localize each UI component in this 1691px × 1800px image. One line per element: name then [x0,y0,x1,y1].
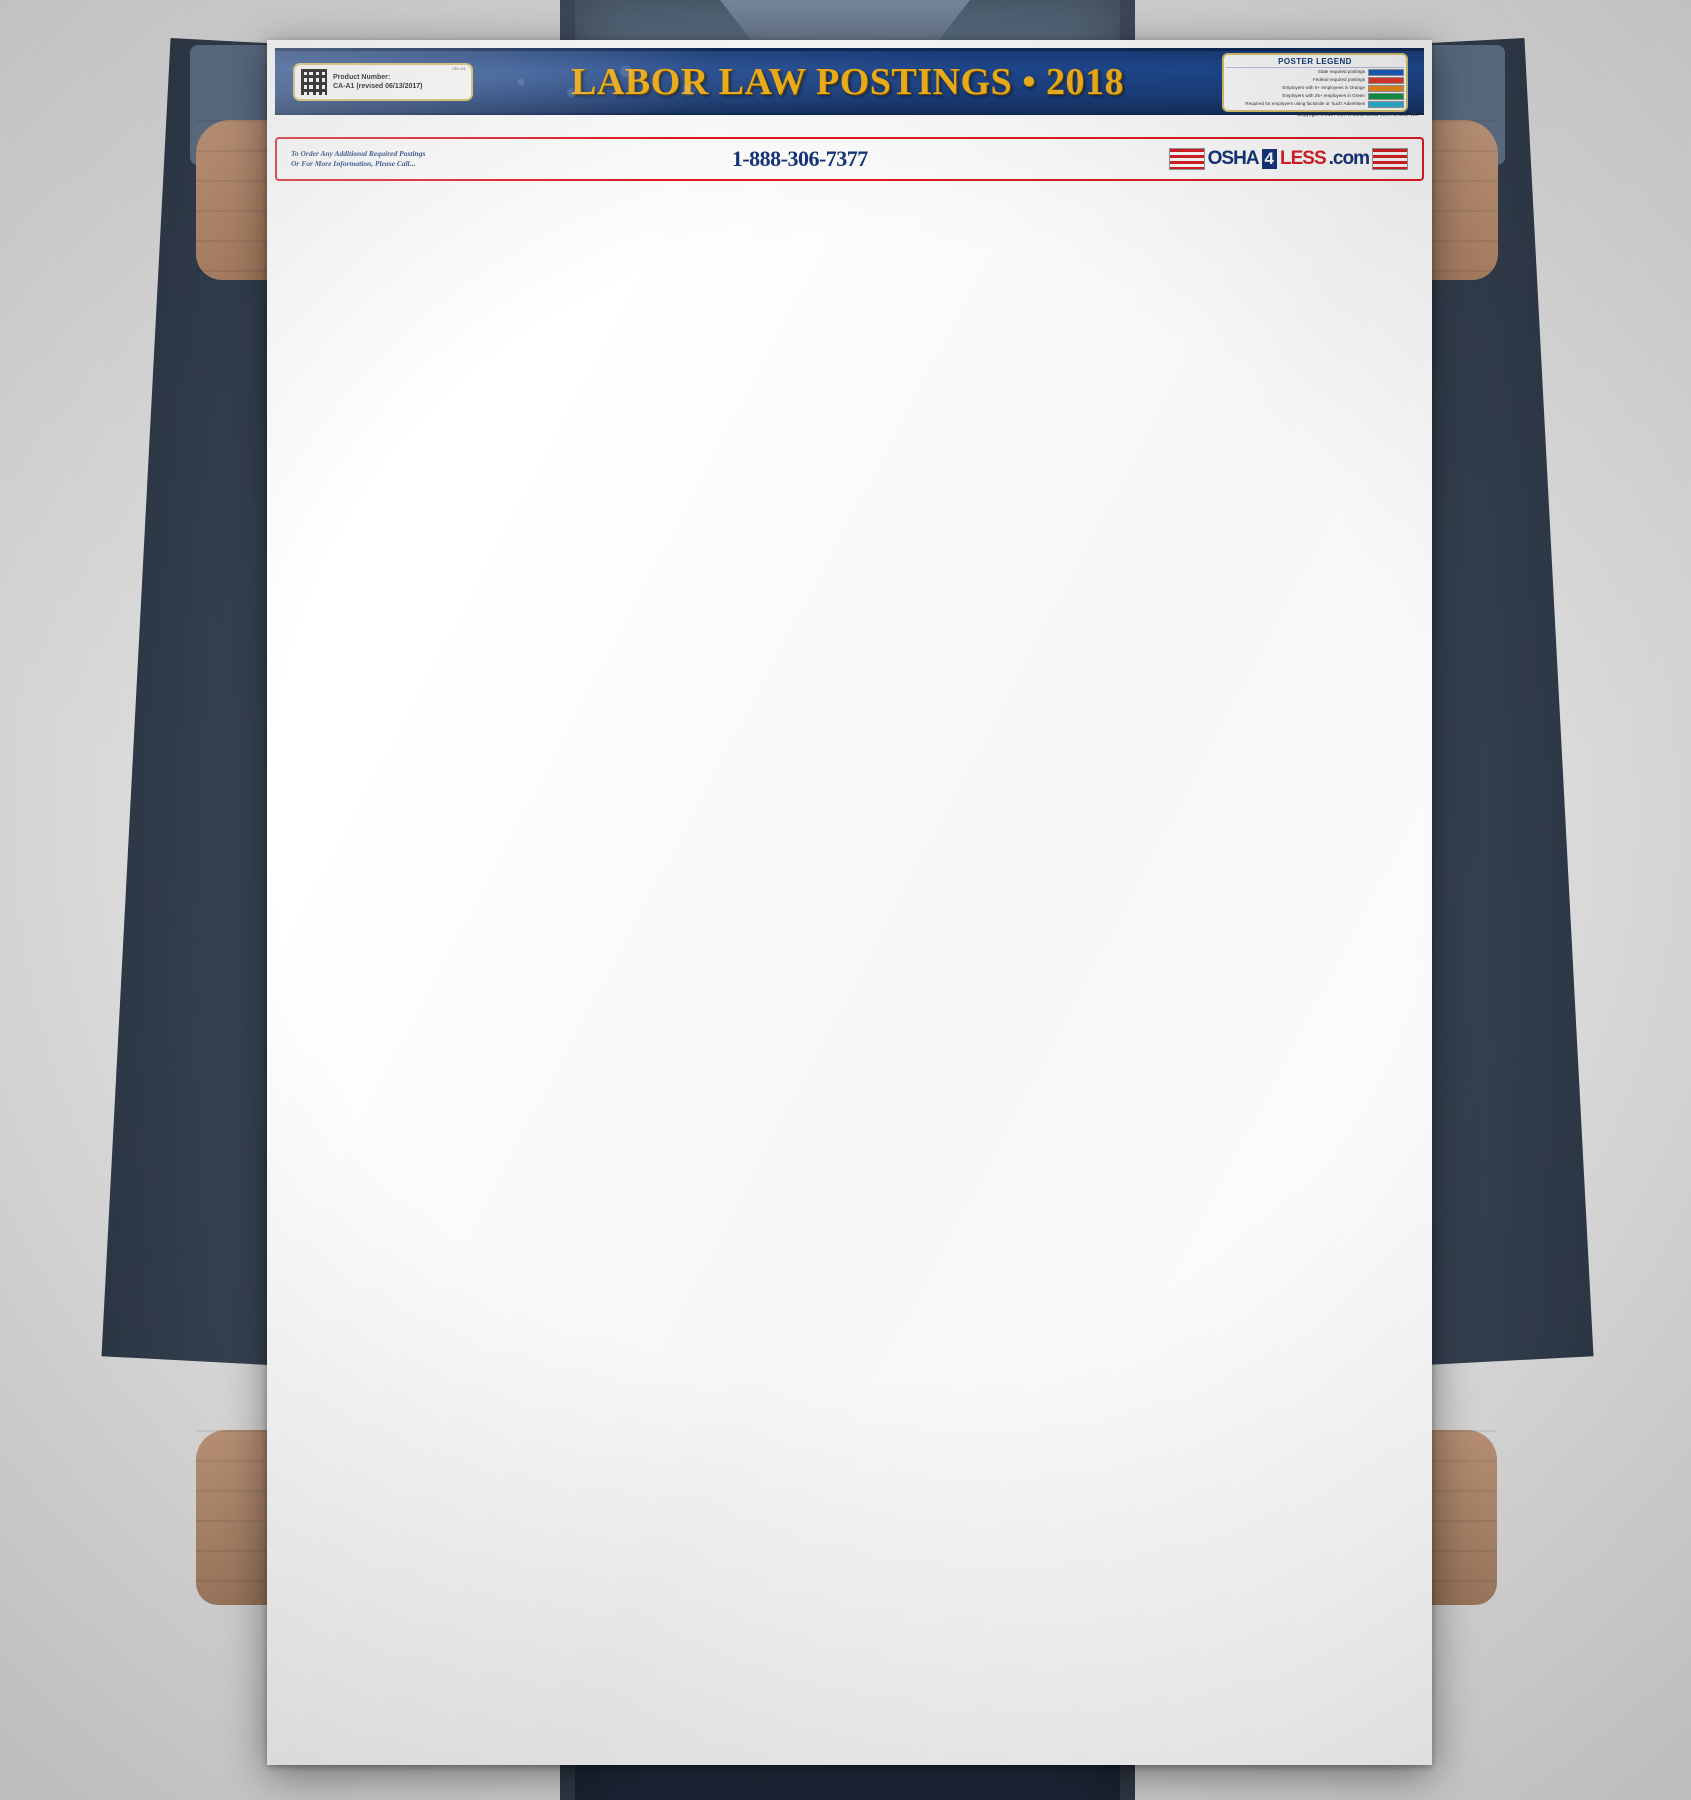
legend-swatch [1368,76,1404,84]
flag-icon-2 [1372,148,1408,170]
legend-label: Required for employers using facsimile o… [1245,101,1365,107]
osha4less-logo[interactable]: OSHA 4 LESS .com [1168,148,1408,170]
brand-osha: OSHA [1207,148,1260,169]
legend-swatch [1368,92,1404,100]
legend-row: State required postings [1226,68,1404,76]
flag-icon [1168,148,1205,170]
poster-masthead: Product Number: CA-A1 (revised 06/13/201… [275,48,1424,115]
poster-legend: POSTER LEGEND State required postings Fed… [1222,52,1408,112]
legend-title: POSTER LEGEND [1226,57,1404,68]
brand-tld: .com [1328,148,1370,169]
brand-less: LESS [1280,148,1327,169]
poster-glare [267,40,1432,1765]
legend-swatch [1368,68,1404,76]
product-number-box: Product Number: CA-A1 (revised 06/13/201… [293,63,473,101]
legend-label: Employers with 25+ employees in Green [1282,93,1365,99]
legend-row: Employers with 25+ employees in Green [1226,92,1404,100]
order-phone-number[interactable]: 1-888-306-7377 [731,146,868,171]
corner-tag: ebv-a1 [452,66,466,71]
legend-swatch [1368,100,1404,108]
legend-label: Federal required postings [1312,77,1365,83]
product-label: Product Number: [333,73,391,81]
poster-columns [267,115,1432,133]
legend-swatch [1368,84,1404,92]
legend-label: State required postings [1317,69,1365,75]
legend-row: Federal required postings [1226,76,1404,84]
order-text: To Order Any Additional Required Posting… [291,149,426,168]
qr-code-icon [301,69,327,95]
legend-label: Employers with 5+ employees in Orange [1282,85,1365,91]
labor-law-poster: Product Number: CA-A1 (revised 06/13/201… [267,40,1432,1765]
legend-row: Required for employers using facsimile o… [1226,100,1404,108]
copyright-notice: Copyright © 2017 ELITE BUSINESS VENTURES… [1297,112,1418,118]
legend-row: Employers with 5+ employees in Orange [1226,84,1404,92]
product-number: CA-A1 (revised 06/13/2017) [333,83,423,90]
brand-four: 4 [1261,149,1278,169]
poster-title: LABOR LAW POSTINGS • 2018 [571,61,1124,103]
order-footer-bar[interactable]: To Order Any Additional Required Posting… [275,137,1424,181]
